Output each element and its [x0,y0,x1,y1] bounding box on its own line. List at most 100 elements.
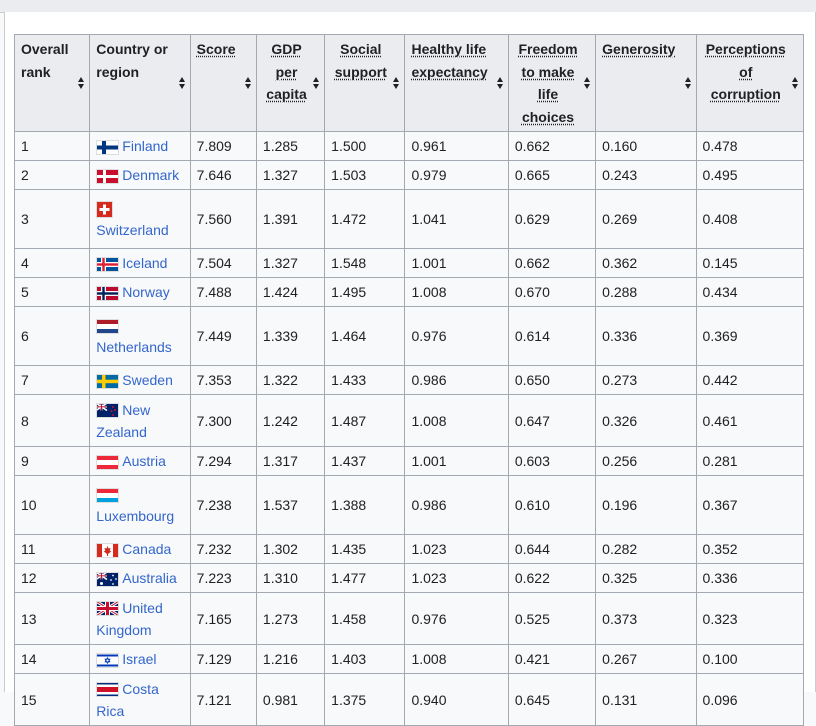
cell-generosity: 0.131 [596,674,696,726]
luxembourg-flag-icon [96,488,119,503]
table-row: 14 Israel 7.129 1.216 1.403 1.008 0.421 0.267 0.… [15,645,804,674]
cell-country: Luxembourg [90,476,190,535]
cell-score: 7.232 [190,535,256,564]
column-header-score[interactable]: Score [190,35,256,132]
column-header-generosity[interactable]: Generosity [596,35,696,132]
cell-social: 1.375 [325,674,405,726]
sort-icon[interactable] [393,77,400,89]
cell-corruption: 0.495 [696,161,803,190]
country-link[interactable]: Australia [122,570,176,586]
sort-icon[interactable] [685,77,692,89]
table-body: 1 Finland 7.809 1.285 1.500 0.961 0.662 0.160 0.… [15,132,804,726]
cell-country: Costa Rica [90,674,190,726]
cell-social: 1.500 [325,132,405,161]
cell-gdp: 1.327 [256,249,324,278]
cell-country: Denmark [90,161,190,190]
country-link[interactable]: Switzerland [96,222,168,238]
costa-rica-flag-icon [96,682,119,697]
cell-generosity: 0.269 [596,190,696,249]
column-header-label: Social support [335,41,387,80]
cell-score: 7.238 [190,476,256,535]
cell-freedom: 0.644 [508,535,595,564]
header-row: Overall rank Country or region Score GDP… [15,35,804,132]
cell-generosity: 0.267 [596,645,696,674]
cell-freedom: 0.645 [508,674,595,726]
table-row: 3 Switzerland 7.560 1.391 1.472 1.041 0.629 0.2… [15,190,804,249]
cell-rank: 15 [15,674,90,726]
cell-country: Israel [90,645,190,674]
happiness-table: Overall rank Country or region Score GDP… [14,34,804,726]
country-link[interactable]: Denmark [122,167,179,183]
cell-rank: 3 [15,190,90,249]
cell-gdp: 1.339 [256,307,324,366]
cell-health: 1.008 [405,645,508,674]
cell-generosity: 0.288 [596,278,696,307]
austria-flag-icon [96,455,119,470]
column-header-social-support[interactable]: Social support [325,35,405,132]
column-header-label: Healthy life expectancy [411,41,487,80]
table-row: 9 Austria 7.294 1.317 1.437 1.001 0.603 0.256 0.… [15,447,804,476]
country-link[interactable]: Canada [122,541,171,557]
iceland-flag-icon [96,257,119,272]
cell-gdp: 1.317 [256,447,324,476]
column-header-gdp[interactable]: GDP per capita [256,35,324,132]
cell-corruption: 0.281 [696,447,803,476]
column-header-corruption[interactable]: Perceptions of corruption [696,35,803,132]
sort-icon[interactable] [179,77,186,89]
table-row: 13 United Kingdom 7.165 1.273 1.458 0.976 0.52… [15,593,804,645]
country-link[interactable]: Austria [122,453,166,469]
sort-icon[interactable] [313,77,320,89]
cell-rank: 11 [15,535,90,564]
column-header-label: Score [197,41,236,57]
cell-corruption: 0.352 [696,535,803,564]
country-link[interactable]: Finland [122,138,168,154]
cell-rank: 13 [15,593,90,645]
cell-score: 7.488 [190,278,256,307]
column-header-life-expectancy[interactable]: Healthy life expectancy [405,35,508,132]
table-row: 15 Costa Rica 7.121 0.981 1.375 0.940 0.645 0.1… [15,674,804,726]
cell-corruption: 0.367 [696,476,803,535]
table-row: 11 Canada 7.232 1.302 1.435 1.023 0.644 0.282 0.… [15,535,804,564]
cell-generosity: 0.273 [596,366,696,395]
country-link[interactable]: Netherlands [96,339,172,355]
column-header-label: Generosity [602,41,675,57]
sort-icon[interactable] [497,77,504,89]
country-link[interactable]: Luxembourg [96,508,174,524]
column-header-country[interactable]: Country or region [90,35,190,132]
cell-score: 7.560 [190,190,256,249]
column-header-label: GDP per capita [266,41,306,102]
cell-generosity: 0.196 [596,476,696,535]
cell-health: 0.976 [405,593,508,645]
sort-icon[interactable] [245,77,252,89]
cell-freedom: 0.662 [508,132,595,161]
cell-corruption: 0.336 [696,564,803,593]
sort-icon[interactable] [792,77,799,89]
cell-freedom: 0.670 [508,278,595,307]
cell-freedom: 0.610 [508,476,595,535]
cell-country: Switzerland [90,190,190,249]
cell-country: Sweden [90,366,190,395]
sort-icon[interactable] [584,77,591,89]
country-link[interactable]: Norway [122,284,169,300]
country-link[interactable]: Sweden [122,372,173,388]
cell-generosity: 0.362 [596,249,696,278]
cell-score: 7.223 [190,564,256,593]
column-header-label: Freedom to make life choices [518,41,577,125]
canada-flag-icon [96,543,119,558]
column-header-freedom[interactable]: Freedom to make life choices [508,35,595,132]
cell-corruption: 0.323 [696,593,803,645]
cell-gdp: 1.285 [256,132,324,161]
table-row: 4 Iceland 7.504 1.327 1.548 1.001 0.662 0.362 0.… [15,249,804,278]
israel-flag-icon [96,653,119,668]
column-header-rank[interactable]: Overall rank [15,35,90,132]
country-link[interactable]: Israel [122,651,156,667]
cell-corruption: 0.434 [696,278,803,307]
table-row: 12 Australia 7.223 1.310 1.477 1.023 0.622 0.32… [15,564,804,593]
cell-country: Iceland [90,249,190,278]
cell-country: Norway [90,278,190,307]
country-link[interactable]: Iceland [122,255,167,271]
cell-rank: 9 [15,447,90,476]
table-row: 8 New Zealand 7.300 1.242 1.487 1.008 0.647 0.3… [15,395,804,447]
sort-icon[interactable] [78,77,85,89]
cell-gdp: 1.322 [256,366,324,395]
